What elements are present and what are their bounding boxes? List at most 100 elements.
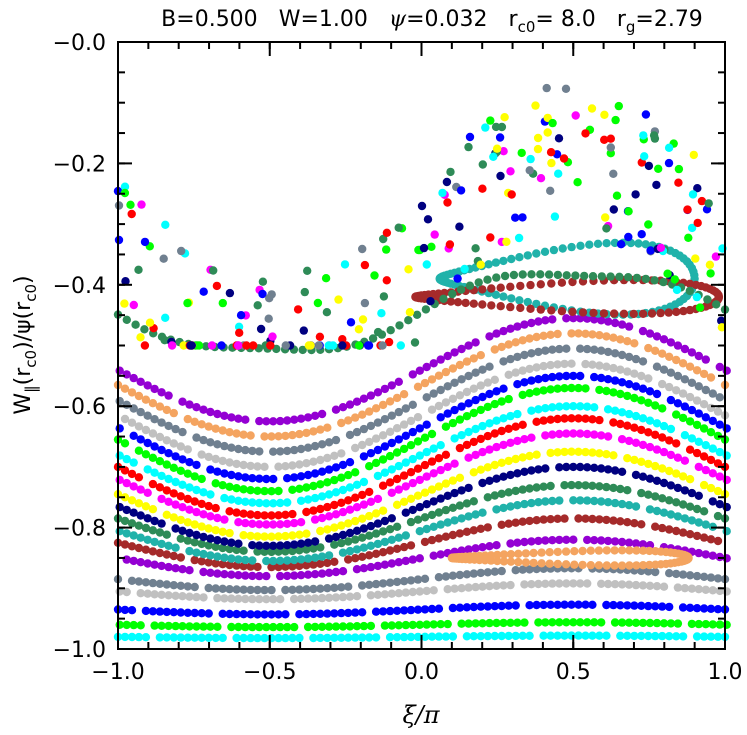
island-point bbox=[536, 280, 545, 289]
chaotic-point bbox=[382, 228, 392, 237]
data-point bbox=[316, 455, 325, 465]
island-point bbox=[553, 559, 562, 569]
chaotic-point bbox=[491, 122, 501, 132]
data-point bbox=[678, 359, 688, 368]
data-point bbox=[701, 413, 710, 422]
data-point bbox=[169, 633, 178, 642]
chaotic-point bbox=[235, 328, 244, 337]
data-point bbox=[290, 571, 299, 580]
data-point bbox=[385, 546, 395, 555]
data-point bbox=[666, 510, 676, 519]
data-point bbox=[715, 472, 724, 481]
data-point bbox=[141, 633, 151, 642]
data-point bbox=[269, 447, 278, 456]
data-point bbox=[520, 350, 529, 360]
data-point bbox=[295, 585, 304, 594]
data-point bbox=[588, 448, 597, 457]
data-point bbox=[513, 409, 522, 419]
data-point bbox=[652, 445, 662, 454]
data-point bbox=[344, 519, 353, 528]
data-point bbox=[406, 576, 416, 585]
data-point bbox=[331, 622, 341, 631]
data-point bbox=[548, 579, 557, 588]
chaotic-point bbox=[486, 233, 495, 242]
island-point bbox=[523, 297, 532, 307]
chaotic-point bbox=[121, 277, 130, 286]
data-point bbox=[713, 605, 723, 614]
chaotic-point bbox=[358, 315, 368, 324]
data-point bbox=[150, 516, 159, 526]
data-point bbox=[595, 361, 604, 370]
data-point bbox=[378, 431, 388, 440]
chaotic-point bbox=[186, 341, 195, 350]
data-point bbox=[276, 571, 285, 581]
data-point bbox=[415, 587, 424, 596]
data-point bbox=[302, 507, 311, 517]
data-point bbox=[672, 386, 681, 395]
data-point bbox=[581, 359, 590, 369]
data-point bbox=[699, 632, 709, 641]
data-point bbox=[378, 548, 388, 557]
data-point bbox=[169, 581, 178, 590]
data-point bbox=[610, 466, 620, 475]
data-point bbox=[365, 437, 374, 447]
island-point bbox=[537, 559, 546, 568]
data-point bbox=[553, 514, 562, 523]
data-point bbox=[703, 295, 712, 304]
chaotic-point bbox=[499, 147, 508, 156]
data-point bbox=[134, 632, 144, 642]
data-point bbox=[162, 460, 171, 469]
island-point bbox=[561, 560, 571, 569]
island-point bbox=[645, 560, 654, 570]
data-point bbox=[546, 330, 555, 339]
data-point bbox=[483, 275, 492, 284]
data-point bbox=[555, 429, 564, 439]
data-point bbox=[567, 383, 576, 393]
chaotic-point bbox=[641, 110, 651, 119]
data-point bbox=[624, 538, 634, 547]
data-point bbox=[204, 583, 213, 593]
data-point bbox=[385, 397, 395, 406]
data-point bbox=[534, 347, 543, 357]
data-point bbox=[434, 454, 444, 463]
data-point bbox=[220, 570, 229, 579]
data-point bbox=[631, 411, 641, 421]
island-point bbox=[506, 302, 515, 312]
data-point bbox=[290, 445, 299, 455]
data-point bbox=[316, 633, 325, 643]
data-point bbox=[262, 474, 271, 484]
data-point bbox=[434, 371, 444, 380]
data-point bbox=[658, 494, 667, 503]
data-point bbox=[623, 367, 632, 376]
data-point bbox=[331, 435, 341, 445]
data-point bbox=[610, 498, 620, 508]
data-point bbox=[483, 493, 492, 502]
data-point bbox=[513, 538, 522, 547]
data-point bbox=[555, 496, 564, 505]
data-point bbox=[295, 610, 304, 619]
chaotic-point bbox=[417, 201, 427, 211]
data-point bbox=[413, 464, 423, 473]
data-point bbox=[576, 462, 585, 472]
data-point bbox=[673, 399, 683, 408]
data-point bbox=[283, 556, 292, 565]
data-point bbox=[150, 415, 159, 424]
data-point bbox=[443, 491, 452, 500]
data-point bbox=[603, 405, 613, 414]
island-point bbox=[446, 297, 456, 306]
data-point bbox=[337, 449, 346, 458]
data-point bbox=[569, 314, 578, 323]
island-point bbox=[567, 242, 576, 252]
data-point bbox=[499, 503, 508, 513]
data-point bbox=[511, 454, 520, 464]
data-point bbox=[248, 622, 257, 632]
data-point bbox=[644, 428, 653, 437]
data-point bbox=[513, 618, 522, 627]
data-point bbox=[513, 469, 522, 478]
y-tick-label: −0.0 bbox=[53, 31, 106, 56]
data-point bbox=[722, 424, 731, 433]
chaotic-point bbox=[492, 144, 502, 153]
chaotic-point bbox=[486, 116, 495, 125]
data-point bbox=[288, 546, 297, 556]
data-point bbox=[330, 609, 339, 618]
